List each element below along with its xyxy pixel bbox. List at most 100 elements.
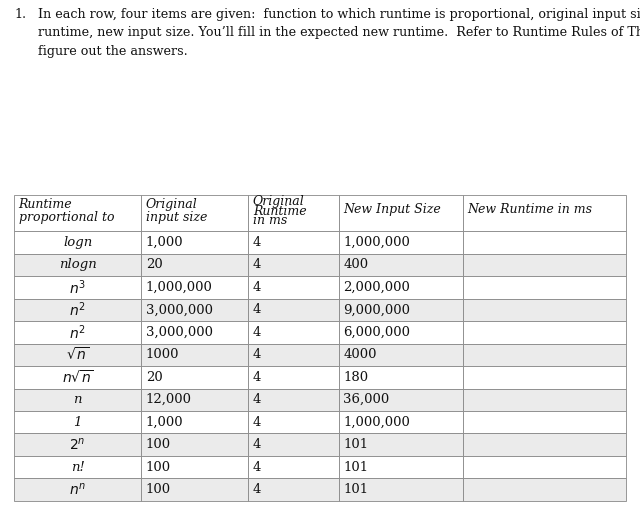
Bar bbox=[339, 366, 463, 388]
Bar bbox=[14, 366, 141, 388]
Bar bbox=[248, 366, 339, 388]
Bar bbox=[339, 276, 463, 299]
Bar bbox=[339, 433, 463, 456]
Text: Original: Original bbox=[253, 195, 305, 208]
Bar bbox=[463, 411, 626, 433]
Text: 1.: 1. bbox=[14, 8, 26, 21]
Text: 1,000,000: 1,000,000 bbox=[344, 236, 410, 249]
Text: $\sqrt{n}$: $\sqrt{n}$ bbox=[66, 346, 89, 363]
Text: Runtime: Runtime bbox=[19, 198, 72, 211]
Text: 36,000: 36,000 bbox=[344, 393, 390, 406]
Text: In each row, four items are given:  function to which runtime is proportional, o: In each row, four items are given: funct… bbox=[38, 8, 640, 58]
Bar bbox=[463, 321, 626, 344]
Text: 100: 100 bbox=[146, 438, 171, 451]
Text: New Runtime in ms: New Runtime in ms bbox=[467, 203, 592, 215]
Text: 2,000,000: 2,000,000 bbox=[344, 281, 410, 294]
Bar bbox=[248, 388, 339, 411]
Text: $n^3$: $n^3$ bbox=[69, 278, 86, 297]
Bar bbox=[141, 366, 248, 388]
Text: 4: 4 bbox=[253, 303, 261, 316]
Text: proportional to: proportional to bbox=[19, 210, 114, 224]
Text: 20: 20 bbox=[146, 371, 163, 384]
Text: 6,000,000: 6,000,000 bbox=[344, 326, 410, 339]
Text: 101: 101 bbox=[344, 438, 369, 451]
Bar bbox=[248, 231, 339, 254]
Bar bbox=[463, 195, 626, 231]
Bar bbox=[14, 411, 141, 433]
Text: 12,000: 12,000 bbox=[146, 393, 192, 406]
Bar bbox=[248, 299, 339, 321]
Bar bbox=[339, 388, 463, 411]
Bar bbox=[141, 321, 248, 344]
Text: 4: 4 bbox=[253, 371, 261, 384]
Bar bbox=[463, 388, 626, 411]
Bar bbox=[248, 479, 339, 501]
Text: 4: 4 bbox=[253, 438, 261, 451]
Bar bbox=[339, 321, 463, 344]
Bar bbox=[339, 299, 463, 321]
Text: 20: 20 bbox=[146, 259, 163, 271]
Bar bbox=[14, 433, 141, 456]
Bar bbox=[141, 299, 248, 321]
Text: $n^n$: $n^n$ bbox=[69, 482, 86, 498]
Bar bbox=[14, 456, 141, 479]
Bar bbox=[141, 456, 248, 479]
Text: 3,000,000: 3,000,000 bbox=[146, 326, 213, 339]
Text: n: n bbox=[74, 393, 82, 406]
Text: 1000: 1000 bbox=[146, 348, 179, 361]
Bar bbox=[248, 344, 339, 366]
Text: $n^2$: $n^2$ bbox=[69, 323, 86, 342]
Bar bbox=[141, 231, 248, 254]
Text: 180: 180 bbox=[344, 371, 369, 384]
Bar bbox=[463, 433, 626, 456]
Bar bbox=[248, 276, 339, 299]
Text: $2^n$: $2^n$ bbox=[70, 437, 86, 453]
Bar bbox=[141, 411, 248, 433]
Bar bbox=[248, 321, 339, 344]
Text: $n\sqrt{n}$: $n\sqrt{n}$ bbox=[62, 369, 93, 386]
Bar bbox=[339, 195, 463, 231]
Text: 1,000: 1,000 bbox=[146, 416, 184, 429]
Text: 100: 100 bbox=[146, 483, 171, 496]
Bar bbox=[141, 433, 248, 456]
Text: 4: 4 bbox=[253, 416, 261, 429]
Bar bbox=[141, 479, 248, 501]
Bar bbox=[248, 254, 339, 276]
Bar bbox=[141, 276, 248, 299]
Bar bbox=[463, 344, 626, 366]
Bar bbox=[463, 299, 626, 321]
Text: in ms: in ms bbox=[253, 214, 287, 227]
Text: 4: 4 bbox=[253, 326, 261, 339]
Text: 4: 4 bbox=[253, 259, 261, 271]
Bar bbox=[141, 344, 248, 366]
Text: 4: 4 bbox=[253, 281, 261, 294]
Text: 100: 100 bbox=[146, 461, 171, 474]
Text: Original: Original bbox=[146, 198, 198, 211]
Bar bbox=[339, 231, 463, 254]
Text: 101: 101 bbox=[344, 461, 369, 474]
Bar bbox=[141, 254, 248, 276]
Text: 4: 4 bbox=[253, 348, 261, 361]
Bar bbox=[14, 195, 141, 231]
Bar bbox=[14, 254, 141, 276]
Bar bbox=[14, 344, 141, 366]
Text: n!: n! bbox=[71, 461, 84, 474]
Text: input size: input size bbox=[146, 210, 207, 224]
Text: 4: 4 bbox=[253, 393, 261, 406]
Bar bbox=[141, 388, 248, 411]
Bar bbox=[14, 388, 141, 411]
Bar bbox=[14, 276, 141, 299]
Bar bbox=[14, 321, 141, 344]
Text: 3,000,000: 3,000,000 bbox=[146, 303, 213, 316]
Bar bbox=[463, 231, 626, 254]
Text: logn: logn bbox=[63, 236, 92, 249]
Text: 1,000: 1,000 bbox=[146, 236, 184, 249]
Text: 101: 101 bbox=[344, 483, 369, 496]
Bar bbox=[14, 299, 141, 321]
Text: 4: 4 bbox=[253, 483, 261, 496]
Bar bbox=[463, 276, 626, 299]
Bar bbox=[339, 254, 463, 276]
Bar bbox=[339, 344, 463, 366]
Text: 1,000,000: 1,000,000 bbox=[344, 416, 410, 429]
Bar bbox=[463, 479, 626, 501]
